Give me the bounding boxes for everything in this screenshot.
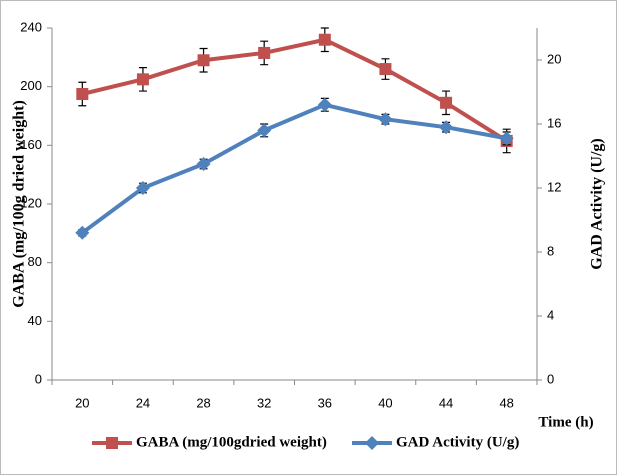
y2-axis-title: GAD Activity (U/g) <box>589 138 606 270</box>
y-tick-label: 0 <box>35 371 42 386</box>
x-tick-label: 44 <box>439 395 453 410</box>
x-tick-label: 48 <box>499 395 513 410</box>
marker <box>439 120 454 135</box>
y-tick-label: 120 <box>20 195 42 210</box>
marker <box>317 97 332 112</box>
y-axis-title: GABA (mg/100g dried weight) <box>11 100 28 308</box>
marker <box>378 112 393 127</box>
marker <box>136 73 149 86</box>
y2-tick-label: 16 <box>547 115 561 130</box>
legend-label: GABA (mg/100gdried weight) <box>136 434 327 450</box>
x-axis-title: Time (h) <box>538 414 593 430</box>
marker <box>318 33 331 46</box>
y2-tick-label: 0 <box>547 371 554 386</box>
marker <box>499 131 514 146</box>
marker <box>197 54 210 67</box>
series-line <box>81 102 508 235</box>
marker <box>365 436 379 450</box>
y-tick-label: 40 <box>28 313 42 328</box>
marker <box>76 88 89 100</box>
marker <box>75 225 90 240</box>
y2-tick-label: 20 <box>547 51 561 66</box>
x-tick-label: 28 <box>196 395 210 410</box>
marker <box>440 96 453 109</box>
marker <box>135 181 150 195</box>
marker <box>196 157 211 171</box>
series-line <box>81 37 508 143</box>
y2-tick-label: 8 <box>547 243 554 258</box>
x-tick-label: 36 <box>318 395 332 410</box>
x-tick-label: 20 <box>75 395 89 410</box>
y-tick-label: 80 <box>28 254 42 269</box>
y2-tick-label: 4 <box>547 307 554 322</box>
y-tick-label: 200 <box>20 78 42 93</box>
marker <box>257 123 272 138</box>
x-tick-label: 24 <box>136 395 150 410</box>
marker <box>379 63 392 76</box>
x-tick-label: 40 <box>378 395 392 410</box>
marker <box>106 437 118 449</box>
x-tick-label: 32 <box>257 395 271 410</box>
y-tick-label: 240 <box>20 19 42 34</box>
marker <box>258 46 271 59</box>
legend-label: GAD Activity (U/g) <box>396 434 519 450</box>
y2-tick-label: 12 <box>547 179 561 194</box>
y-tick-label: 160 <box>20 137 42 152</box>
